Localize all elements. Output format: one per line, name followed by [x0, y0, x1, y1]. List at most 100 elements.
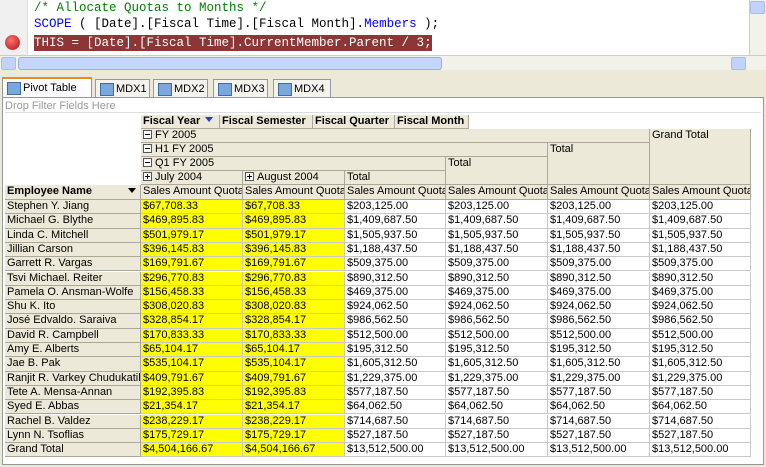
data-cell: $577,187.50	[548, 385, 650, 401]
cell-text: $328,854.17	[143, 314, 205, 327]
expand-toggle[interactable]	[143, 172, 152, 181]
data-cell: $535,104.17	[243, 357, 345, 372]
cell-text: $296,770.83	[143, 271, 205, 284]
cell-text: $195,312.50	[652, 343, 714, 355]
column-field-button[interactable]: Fiscal Quarter	[313, 115, 395, 129]
data-cell: $577,187.50	[345, 385, 446, 401]
cell-text: Rachel B. Valdez	[7, 414, 91, 427]
data-cell: $170,833.33	[141, 328, 243, 343]
horizontal-scrollbar[interactable]	[0, 55, 766, 70]
column-member: H1 FY 2005	[141, 143, 548, 157]
data-cell: $1,505,937.50	[446, 228, 548, 243]
cell-text: $203,125.00	[347, 200, 409, 212]
cell-text: Ranjit R. Varkey Chudukatil	[7, 371, 141, 384]
data-cell: $890,312.50	[548, 271, 650, 286]
cell-text: $1,505,937.50	[550, 228, 621, 241]
cell-text: $986,562.50	[652, 314, 714, 327]
cell-text: $1,409,687.50	[550, 214, 621, 227]
cell-text: $509,375.00	[448, 257, 510, 270]
cell-text: Syed E. Abbas	[7, 400, 80, 413]
scroll-arrow[interactable]	[1, 57, 16, 70]
data-cell: $501,979.17	[243, 228, 345, 243]
data-cell: $1,229,375.00	[345, 371, 446, 386]
data-cell: $4,504,166.67	[243, 443, 345, 458]
cell-text: $13,512,500.00	[347, 443, 424, 456]
data-cell: $509,375.00	[345, 257, 446, 272]
data-cell: $64,062.50	[446, 400, 548, 415]
data-cell: $1,605,312.50	[345, 357, 446, 372]
scroll-arrow[interactable]	[731, 57, 746, 70]
cell-text: $469,375.00	[448, 285, 510, 298]
cell-text: $527,187.50	[448, 428, 510, 441]
cell-text: $509,375.00	[652, 257, 714, 270]
tab[interactable]: MDX3	[213, 79, 268, 98]
tab-icon	[278, 83, 292, 96]
code-editor[interactable]: /* Allocate Quotas to Months */ SCOPE ( …	[0, 0, 766, 55]
cell-text: $175,729.17	[143, 428, 205, 441]
cell-text: $1,605,312.50	[652, 357, 723, 370]
row-field-button[interactable]: Employee Name	[5, 185, 141, 200]
tab[interactable]: MDX1	[95, 79, 150, 98]
cell-text: Q1 FY 2005	[155, 157, 215, 169]
cell-text: $890,312.50	[448, 271, 510, 284]
cell-text: $1,605,312.50	[347, 357, 418, 370]
cell-text: $512,500.00	[448, 328, 510, 341]
expand-toggle[interactable]	[245, 172, 254, 181]
expand-toggle[interactable]	[143, 144, 152, 153]
data-cell: $1,188,437.50	[446, 242, 548, 258]
data-cell: $296,770.83	[141, 271, 243, 286]
vertical-scrollbar[interactable]	[749, 0, 766, 55]
scroll-arrow[interactable]	[750, 1, 765, 14]
cell-text: $512,500.00	[347, 328, 409, 341]
data-cell: $396,145.83	[141, 242, 243, 258]
tab[interactable]: MDX4	[273, 79, 331, 98]
scroll-thumb[interactable]	[18, 57, 442, 70]
data-cell: $156,458.33	[141, 285, 243, 301]
expand-toggle[interactable]	[143, 158, 152, 167]
data-cell: $65,104.17	[141, 343, 243, 358]
dropdown-arrow[interactable]	[205, 117, 214, 126]
cell-text: $21,354.17	[245, 400, 301, 413]
data-cell: $469,375.00	[446, 285, 548, 301]
data-cell: $714,687.50	[446, 414, 548, 429]
cell-text: $890,312.50	[550, 271, 612, 284]
cell-text: $469,375.00	[652, 285, 714, 298]
cell-text: Jae B. Pak	[7, 357, 61, 370]
data-cell: $986,562.50	[345, 314, 446, 329]
row-header: Lynn N. Tsoflias	[5, 428, 141, 444]
data-cell: $1,188,437.50	[650, 242, 751, 258]
data-cell: $924,062.50	[345, 300, 446, 315]
data-cell: $1,229,375.00	[650, 371, 751, 386]
data-cell: $1,229,375.00	[548, 371, 650, 386]
data-cell: $714,687.50	[345, 414, 446, 429]
column-field-button[interactable]: Fiscal Year	[141, 115, 220, 129]
tab[interactable]: MDX2	[153, 79, 208, 98]
cell-text: July 2004	[155, 171, 203, 183]
data-cell: $195,312.50	[650, 343, 751, 358]
data-cell: $1,505,937.50	[548, 228, 650, 243]
cell-text: $512,500.00	[550, 328, 612, 341]
cell-text: $1,229,375.00	[550, 371, 621, 384]
data-cell: $1,188,437.50	[345, 242, 446, 258]
breakpoint[interactable]	[5, 35, 20, 50]
tab[interactable]: Pivot Table	[2, 77, 92, 98]
column-field-button[interactable]: Fiscal Month	[395, 115, 469, 129]
column-field-button[interactable]: Fiscal Semester	[220, 115, 313, 129]
cell-text: $192,395.83	[245, 385, 307, 398]
expand-toggle[interactable]	[143, 130, 152, 139]
data-cell: $308,020.83	[243, 300, 345, 315]
data-cell: $175,729.17	[141, 428, 243, 444]
filter-drop-area[interactable]: Drop Filter Fields Here	[5, 100, 761, 113]
cell-text: Sales Amount Quota	[347, 185, 446, 197]
data-cell: $67,708.33	[141, 200, 243, 215]
cell-text: $67,708.33	[143, 200, 199, 212]
data-cell: $195,312.50	[446, 343, 548, 358]
cell-text: $577,187.50	[550, 385, 612, 398]
data-cell: $714,687.50	[650, 414, 751, 429]
dropdown-arrow[interactable]	[128, 188, 136, 197]
cell-text: $409,791.67	[143, 371, 205, 384]
cell-text: Total	[550, 143, 574, 155]
cell-text: $65,104.17	[245, 343, 301, 355]
data-cell: $21,354.17	[141, 400, 243, 415]
code-line-highlighted: THIS = [Date].[Fiscal Time].CurrentMembe…	[34, 35, 432, 51]
